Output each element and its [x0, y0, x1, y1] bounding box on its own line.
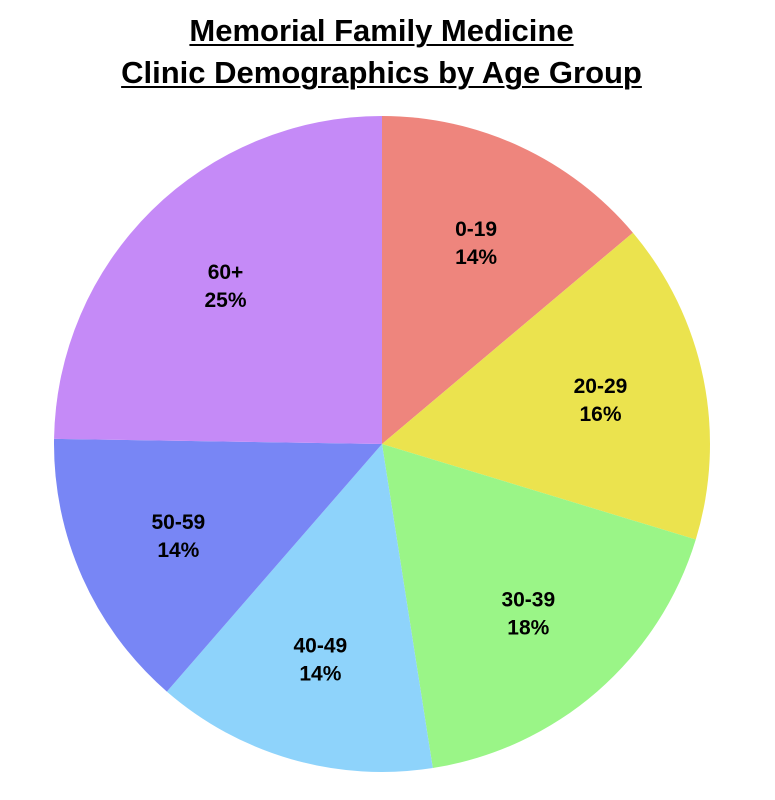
slice-percent-20-29: 16%	[579, 403, 621, 426]
slice-label-30-39: 30-39	[501, 588, 555, 611]
slice-label-40-49: 40-49	[294, 634, 348, 657]
pie-slice-50-59	[54, 438, 383, 692]
slice-percent-40-49: 14%	[299, 662, 341, 685]
pie-slice-20-29	[382, 232, 710, 540]
slice-label-20-29: 20-29	[574, 375, 628, 398]
slice-label-0-19: 0-19	[455, 218, 497, 241]
slice-label-60plus: 60+	[208, 261, 244, 284]
chart-title: Memorial Family Medicine Clinic Demograp…	[0, 10, 763, 94]
slice-percent-0-19: 14%	[455, 246, 497, 269]
pie-slice-40-49	[166, 444, 433, 772]
chart-title-line-1: Memorial Family Medicine	[189, 13, 574, 48]
slice-label-50-59: 50-59	[151, 511, 205, 534]
pie-slice-60plus	[54, 115, 382, 445]
chart-title-line-2: Clinic Demographics by Age Group	[121, 55, 642, 90]
pie-slice-0-19	[382, 116, 633, 444]
slice-percent-30-39: 18%	[507, 616, 549, 639]
pie-slice-30-39	[382, 444, 696, 769]
slice-percent-60plus: 25%	[205, 289, 247, 312]
slice-percent-50-59: 14%	[157, 539, 199, 562]
